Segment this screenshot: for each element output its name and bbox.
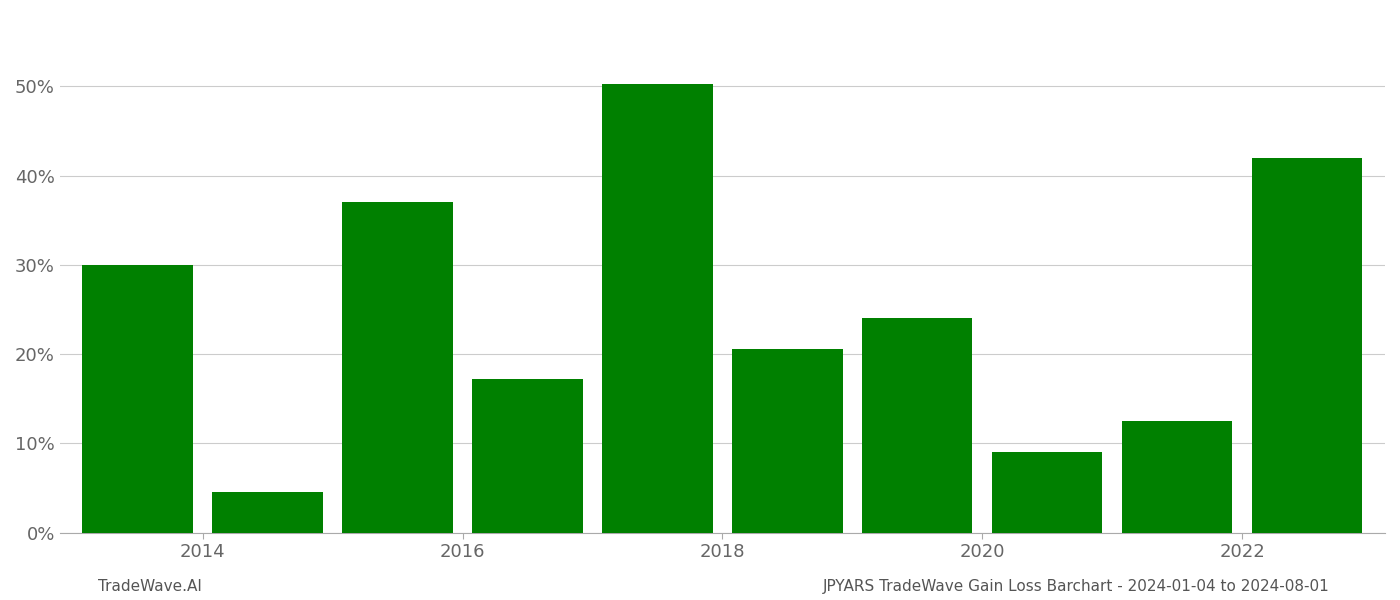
Bar [472,379,582,533]
Text: TradeWave.AI: TradeWave.AI [98,579,202,594]
Bar [732,349,843,533]
Text: JPYARS TradeWave Gain Loss Barchart - 2024-01-04 to 2024-08-01: JPYARS TradeWave Gain Loss Barchart - 20… [823,579,1330,594]
Bar [213,493,323,533]
Bar [862,319,973,533]
Bar [1121,421,1232,533]
Bar [343,202,452,533]
Bar [83,265,193,533]
Bar [993,452,1102,533]
Bar [1252,158,1362,533]
Bar [602,84,713,533]
